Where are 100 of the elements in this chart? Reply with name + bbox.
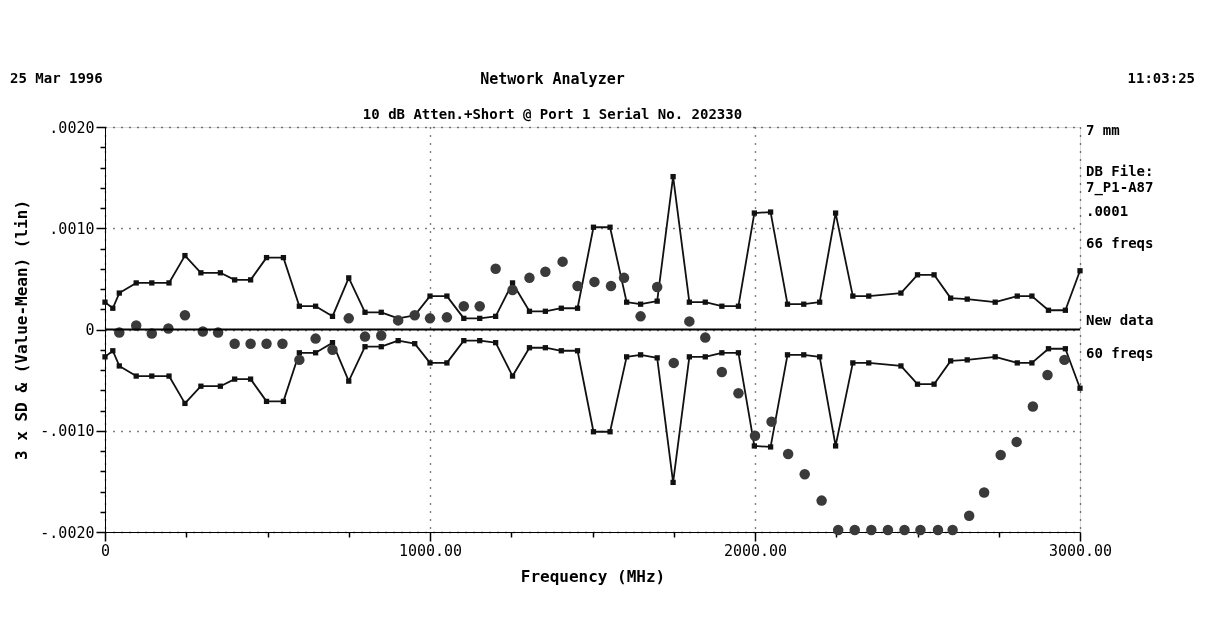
point [751,210,757,216]
point [898,363,904,369]
point [327,344,338,355]
point [1077,268,1083,274]
point [343,313,354,324]
text: 60 freqs [1086,344,1154,361]
x-tick-label: 0 [100,541,111,560]
y-tick-label: .0020 [49,118,95,137]
point [116,363,122,369]
point [524,272,535,284]
y-tick-label: 0 [85,321,95,339]
point [668,357,679,369]
point [458,300,470,312]
point [133,280,139,286]
text: 7_P1-A87 [1086,178,1154,196]
text: .0001 [1086,203,1129,219]
point [261,338,272,349]
point [507,284,518,296]
point [1014,360,1020,366]
point [116,290,122,296]
x-tick-label: 1000.00 [398,541,463,560]
point [978,487,990,498]
point [782,448,794,460]
point [198,270,204,276]
point [749,430,761,442]
point [149,373,155,379]
y-tick-label: .0010 [49,219,95,238]
point [346,378,352,384]
point [362,344,368,350]
point [816,495,827,506]
point [898,290,904,296]
point [277,338,288,349]
point [149,280,155,286]
point [166,280,172,286]
point [232,376,238,382]
point [310,333,321,344]
point [427,360,433,366]
y-axis-title: 3 x SD & (Value-Mean) (lin) [12,199,32,461]
point [700,332,711,343]
point [540,266,551,278]
x-tick-label: 2000.00 [723,541,788,560]
point [963,510,975,522]
point [359,331,371,342]
point [931,272,937,278]
point [229,338,240,349]
point [651,281,663,293]
text: DB File: [1086,162,1154,179]
point [166,373,172,379]
chart-title: Network Analyzer [480,70,625,88]
point [392,315,404,326]
point [751,443,757,449]
text: 7 mm [1086,122,1120,138]
point [670,173,676,180]
point [1042,369,1053,381]
point [882,524,894,536]
point [866,524,877,536]
point [1027,401,1039,412]
point [572,280,583,292]
point [1029,293,1035,299]
point [1011,436,1022,448]
point [247,376,254,382]
point [102,299,108,305]
point [799,469,810,480]
point [376,330,387,341]
point [915,524,926,536]
point [716,366,728,378]
point [133,373,139,379]
point [182,252,188,259]
point [767,444,774,450]
text: 66 freqs [1086,235,1154,252]
point [362,309,368,315]
point [849,524,861,536]
x-tick-label: 3000.00 [1048,541,1113,560]
point [441,312,453,323]
point [850,293,856,299]
point [346,275,352,281]
point [427,293,433,299]
point [733,388,744,399]
point [490,263,501,274]
point [931,381,937,387]
point [866,360,872,366]
text: New data [1086,312,1154,329]
point [102,354,108,360]
point [444,360,450,366]
point [589,276,600,288]
point [832,210,839,216]
text: 11:03:25 [1127,70,1195,86]
point [247,277,254,283]
point [832,524,844,536]
point [424,313,436,324]
point [198,383,204,389]
point [444,293,450,299]
point [1059,354,1070,366]
point [294,354,305,366]
point [850,360,856,366]
point [509,373,516,379]
point [557,256,568,267]
point [899,524,910,536]
point [947,524,958,536]
point [1077,385,1083,391]
